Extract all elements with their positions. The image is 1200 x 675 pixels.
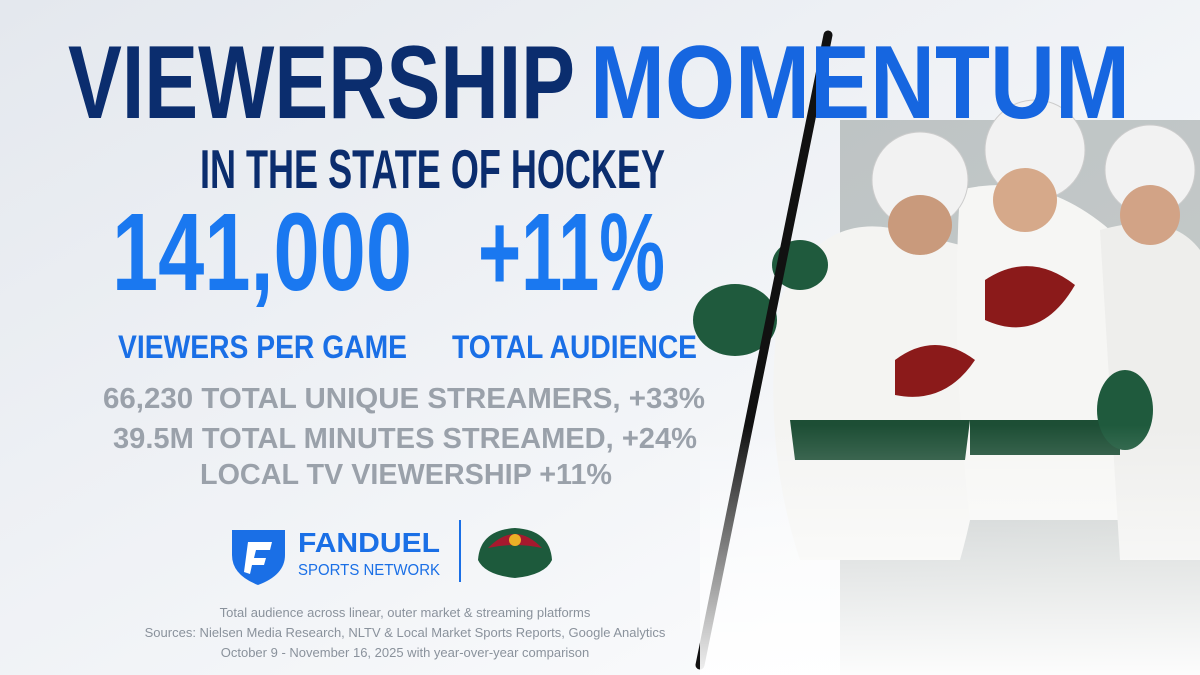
subtitle: IN THE STATE OF HOCKEY — [200, 138, 665, 200]
stat-label: TOTAL AUDIENCE — [452, 329, 697, 365]
stat-value: +11% — [478, 191, 665, 314]
player-photo — [693, 30, 1200, 675]
detail-line: LOCAL TV VIEWERSHIP +11% — [200, 459, 612, 491]
logo-subname: SPORTS NETWORK — [298, 562, 440, 579]
stat-label: VIEWERS PER GAME — [118, 329, 407, 365]
stat-value: 141,000 — [112, 191, 412, 314]
detail-line: 39.5M TOTAL MINUTES STREAMED, +24% — [113, 423, 697, 455]
fanduel-logo — [232, 530, 285, 585]
logo-name: FANDUEL — [298, 527, 440, 558]
footnote: Sources: Nielsen Media Research, NLTV & … — [145, 625, 666, 640]
title-part2: MOMENTUM — [590, 25, 1130, 141]
wild-logo — [478, 528, 552, 578]
footnote: October 9 - November 16, 2025 with year-… — [221, 645, 590, 660]
title-part1: VIEWERSHIP — [68, 25, 575, 141]
detail-line: 66,230 TOTAL UNIQUE STREAMERS, +33% — [103, 383, 705, 415]
footnote: Total audience across linear, outer mark… — [220, 605, 591, 620]
